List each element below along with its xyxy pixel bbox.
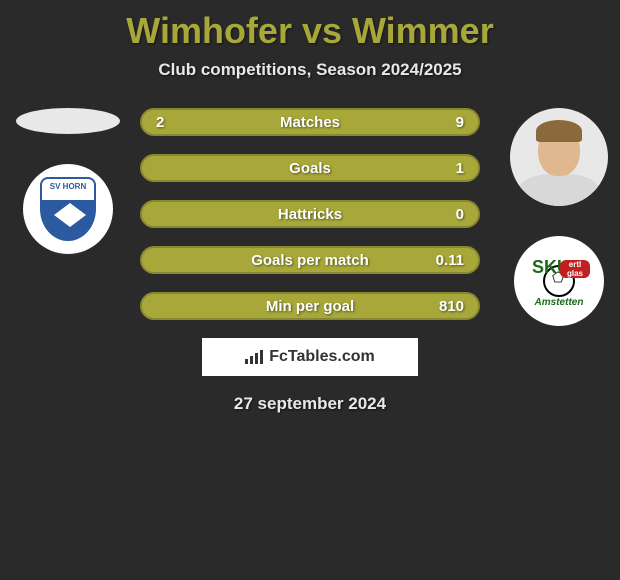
comparison-panel: SKU ertlglas Amstetten 2 Matches 9 Goals…: [0, 108, 620, 414]
page-title: Wimhofer vs Wimmer: [0, 0, 620, 52]
horn-shield-icon: [40, 177, 96, 241]
player-left-club-logo: [23, 164, 113, 254]
stat-label: Matches: [142, 114, 478, 131]
stat-right-value: 1: [456, 160, 464, 177]
watermark: FcTables.com: [202, 338, 418, 376]
stat-label: Min per goal: [142, 298, 478, 315]
amstetten-text: Amstetten: [514, 297, 604, 308]
player-right-column: SKU ertlglas Amstetten: [504, 108, 614, 326]
stat-row: Min per goal 810: [140, 292, 480, 320]
player-right-avatar: [510, 108, 608, 206]
bar-chart-icon: [245, 350, 263, 364]
player-left-avatar-placeholder: [16, 108, 120, 134]
ertl-badge: ertlglas: [560, 260, 590, 278]
stat-row: Goals per match 0.11: [140, 246, 480, 274]
stat-row: Goals 1: [140, 154, 480, 182]
player-right-club-logo: SKU ertlglas Amstetten: [514, 236, 604, 326]
subtitle: Club competitions, Season 2024/2025: [0, 60, 620, 80]
stat-label: Hattricks: [142, 206, 478, 223]
stat-label: Goals: [142, 160, 478, 177]
player-left-column: [8, 108, 128, 254]
stat-bars: 2 Matches 9 Goals 1 Hattricks 0 Goals pe…: [140, 108, 480, 320]
stat-right-value: 810: [439, 298, 464, 315]
stat-row: Hattricks 0: [140, 200, 480, 228]
watermark-text: FcTables.com: [269, 348, 375, 366]
stat-row: 2 Matches 9: [140, 108, 480, 136]
stat-right-value: 0.11: [436, 252, 464, 269]
date-label: 27 september 2024: [0, 394, 620, 414]
stat-right-value: 0: [456, 206, 464, 223]
stat-label: Goals per match: [142, 252, 478, 269]
stat-right-value: 9: [456, 114, 464, 131]
